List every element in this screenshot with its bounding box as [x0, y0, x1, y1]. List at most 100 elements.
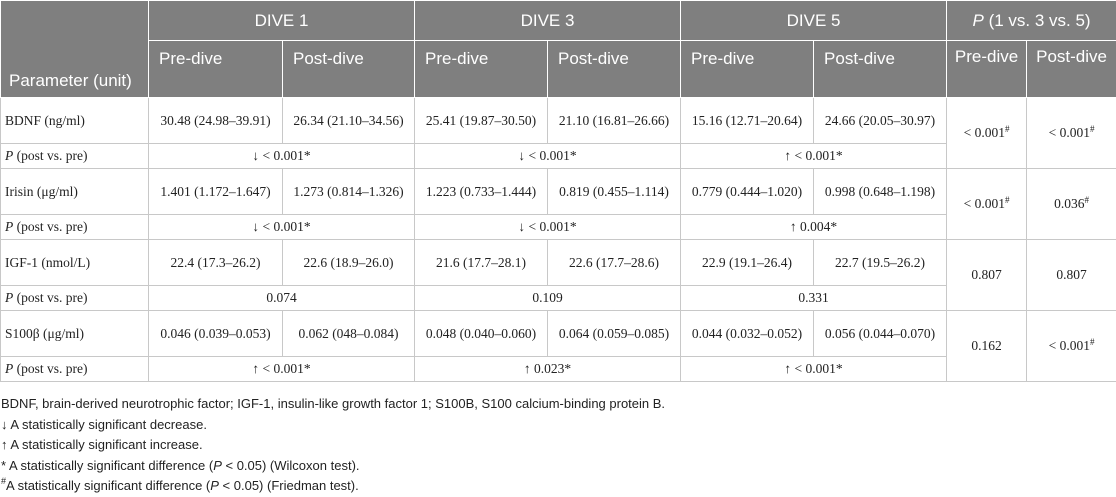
text-segment: 0.807 [971, 267, 1001, 282]
text-segment: # [1005, 195, 1010, 205]
footnote: #A statistically significant difference … [0, 476, 1116, 497]
p-overall-cell: < 0.001# [1027, 311, 1116, 382]
parameter-cell: S100β (μg/ml) [1, 311, 149, 357]
text-segment: P [5, 361, 13, 376]
p-overall-cell: 0.036# [1027, 169, 1116, 240]
header-cell: Post-dive [814, 41, 947, 98]
text-segment: P [5, 290, 13, 305]
p-value-cell: 0.109 [415, 286, 681, 311]
header-cell: Post-dive [1027, 41, 1116, 98]
text-segment: (post vs. pre) [13, 290, 87, 305]
p-overall-cell: < 0.001# [947, 169, 1027, 240]
text-segment: (1 vs. 3 vs. 5) [984, 11, 1091, 30]
header-cell: P (1 vs. 3 vs. 5) [947, 1, 1116, 41]
value-cell: 15.16 (12.71–20.64) [681, 98, 814, 144]
text-segment: ↓ A statistically significant decrease. [1, 417, 207, 432]
p-overall-cell: < 0.001# [947, 98, 1027, 169]
value-cell: 1.273 (0.814–1.326) [283, 169, 415, 215]
table-row: BDNF (ng/ml)30.48 (24.98–39.91)26.34 (21… [1, 98, 1116, 144]
text-segment: # [1005, 124, 1010, 134]
text-segment: P [213, 458, 222, 473]
text-segment: P [973, 11, 984, 30]
p-overall-cell: 0.807 [947, 240, 1027, 311]
text-segment: ↑ A statistically significant increase. [1, 437, 203, 452]
text-segment: < 0.05) (Wilcoxon test). [222, 458, 360, 473]
p-overall-cell: 0.162 [947, 311, 1027, 382]
value-cell: 0.819 (0.455–1.114) [548, 169, 681, 215]
value-cell: 24.66 (20.05–30.97) [814, 98, 947, 144]
header-cell: DIVE 1 [149, 1, 415, 41]
value-cell: 0.056 (0.044–0.070) [814, 311, 947, 357]
value-cell: 0.064 (0.059–0.085) [548, 311, 681, 357]
header-cell: Post-dive [283, 41, 415, 98]
text-segment: (post vs. pre) [13, 148, 87, 163]
value-cell: 0.046 (0.039–0.053) [149, 311, 283, 357]
value-cell: 22.4 (17.3–26.2) [149, 240, 283, 286]
header-cell: DIVE 3 [415, 1, 681, 41]
p-value-cell: 0.331 [681, 286, 947, 311]
p-value-cell: ↑ 0.023* [415, 357, 681, 382]
p-value-cell: 0.074 [149, 286, 415, 311]
footnote: * A statistically significant difference… [0, 456, 1116, 477]
text-segment: P [5, 148, 13, 163]
value-cell: 0.062 (048–0.084) [283, 311, 415, 357]
text-segment: (post vs. pre) [13, 219, 87, 234]
value-cell: 25.41 (19.87–30.50) [415, 98, 548, 144]
value-cell: 1.401 (1.172–1.647) [149, 169, 283, 215]
text-segment: 0.162 [971, 338, 1001, 353]
text-segment: A statistically significant difference ( [6, 478, 210, 493]
table-body: BDNF (ng/ml)30.48 (24.98–39.91)26.34 (21… [1, 98, 1116, 382]
header-cell: Parameter (unit) [1, 1, 149, 98]
value-cell: 21.6 (17.7–28.1) [415, 240, 548, 286]
footnotes: BDNF, brain-derived neurotrophic factor;… [0, 394, 1116, 497]
header-cell: DIVE 5 [681, 1, 947, 41]
header-cell: Pre-dive [947, 41, 1027, 98]
footnote: ↓ A statistically significant decrease. [0, 415, 1116, 436]
p-label-cell: P (post vs. pre) [1, 357, 149, 382]
p-value-cell: ↑ 0.004* [681, 215, 947, 240]
text-segment: P [5, 219, 13, 234]
header-cell: Pre-dive [415, 41, 548, 98]
p-value-cell: ↓ < 0.001* [415, 144, 681, 169]
parameter-cell: BDNF (ng/ml) [1, 98, 149, 144]
table-row: IGF-1 (nmol/L)22.4 (17.3–26.2)22.6 (18.9… [1, 240, 1116, 286]
header-cell: Pre-dive [681, 41, 814, 98]
text-segment: BDNF, brain-derived neurotrophic factor;… [1, 396, 665, 411]
text-segment: P [210, 478, 219, 493]
value-cell: 22.7 (19.5–26.2) [814, 240, 947, 286]
p-value-cell: ↑ < 0.001* [681, 357, 947, 382]
footnote: BDNF, brain-derived neurotrophic factor;… [0, 394, 1116, 415]
p-value-cell: ↓ < 0.001* [149, 144, 415, 169]
text-segment: 0.036 [1054, 196, 1084, 211]
value-cell: 22.6 (17.7–28.6) [548, 240, 681, 286]
text-segment: < 0.001 [1049, 338, 1090, 353]
p-label-cell: P (post vs. pre) [1, 215, 149, 240]
parameter-cell: IGF-1 (nmol/L) [1, 240, 149, 286]
footnote: ↑ A statistically significant increase. [0, 435, 1116, 456]
parameter-cell: Irisin (μg/ml) [1, 169, 149, 215]
text-segment: * A statistically significant difference… [1, 458, 213, 473]
text-segment: # [1084, 195, 1089, 205]
text-segment: < 0.001 [1049, 125, 1090, 140]
value-cell: 21.10 (16.81–26.66) [548, 98, 681, 144]
p-value-cell: ↓ < 0.001* [415, 215, 681, 240]
text-segment: # [1090, 337, 1095, 347]
p-value-cell: ↑ < 0.001* [149, 357, 415, 382]
p-label-cell: P (post vs. pre) [1, 286, 149, 311]
p-label-cell: P (post vs. pre) [1, 144, 149, 169]
text-segment: 0.807 [1056, 267, 1086, 282]
value-cell: 0.044 (0.032–0.052) [681, 311, 814, 357]
text-segment: < 0.001 [964, 125, 1005, 140]
value-cell: 22.6 (18.9–26.0) [283, 240, 415, 286]
p-overall-cell: < 0.001# [1027, 98, 1116, 169]
value-cell: 1.223 (0.733–1.444) [415, 169, 548, 215]
text-segment: # [1090, 124, 1095, 134]
value-cell: 30.48 (24.98–39.91) [149, 98, 283, 144]
table-row: S100β (μg/ml)0.046 (0.039–0.053)0.062 (0… [1, 311, 1116, 357]
p-value-cell: ↑ < 0.001* [681, 144, 947, 169]
